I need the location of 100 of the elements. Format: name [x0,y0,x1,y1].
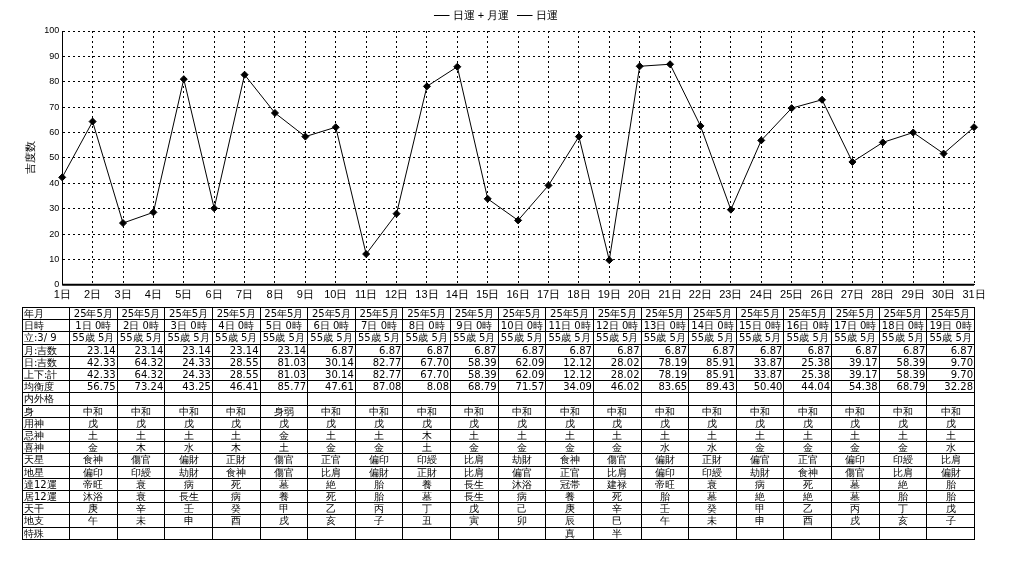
text: 乙 [326,503,337,515]
y-tick-label: 70 [49,101,60,112]
text: 比肩 [892,466,913,478]
text: 81.03 [277,369,307,381]
point [58,173,67,182]
text: 71.57 [515,381,545,393]
point [574,132,583,141]
text: 6.87 [426,344,449,356]
text: 土 [374,430,385,442]
text: 丙 [850,503,861,515]
text: 土 [659,430,670,442]
text: 土 [612,430,623,442]
x-tick-label: 29日 [901,288,925,301]
category-label: 年月 [24,308,44,319]
text: 81.03 [277,356,307,368]
text: 偏財 [369,466,390,478]
point [970,123,978,132]
text: 24.33 [182,369,211,381]
point [453,62,462,71]
text: 55歳 5月 [500,332,544,344]
x-tick-label: 27日 [840,288,865,301]
text: 正財 [226,454,247,466]
text: 申 [755,515,766,527]
point [544,181,553,190]
point [392,209,401,218]
text: 壬 [183,503,194,515]
text: 庚 [564,503,575,515]
text: 土 [755,430,766,442]
x-tick-label: 20日 [628,288,652,301]
category-label: 用神 [24,417,44,429]
x-tick-label: 15日 [476,288,500,301]
text: 正官 [321,454,342,466]
category-label: 天星 [24,454,44,466]
text: 25.38 [801,369,830,381]
text: 30.14 [325,356,354,368]
text: 43.25 [182,381,211,393]
text: 25年5月 [216,308,256,319]
text: 89.43 [706,381,735,393]
text: 55歳 5月 [929,332,972,344]
text: 木 [135,442,146,454]
category-label: 喜神 [24,442,44,454]
text: 酉 [231,515,242,527]
text: 6.87 [950,344,973,356]
text: 乙 [802,503,813,515]
text: 25年5月 [169,308,209,319]
text: 傷官 [607,454,628,466]
text: 55歳 5月 [738,332,782,344]
text: 23.14 [86,344,116,356]
text: 62.09 [515,356,545,368]
text: 偏財 [940,466,961,478]
point [635,62,644,71]
text: 55歳 5月 [167,332,210,344]
y-tick-label: 100 [44,25,60,36]
text: 戊 [612,417,623,429]
text: 78.19 [658,356,688,368]
text: 6.87 [617,344,640,356]
text: 10日 0時 [500,320,544,332]
point [848,157,857,166]
text: 42.33 [86,356,116,368]
text: 24.33 [182,356,211,368]
text: 胎 [374,478,385,490]
text: 傷官 [130,454,151,466]
text: 未 [135,515,146,527]
text: 55歳 5月 [834,332,877,344]
text: 胎 [945,478,956,490]
text: 中和 [750,405,771,417]
text: 25年5月 [121,308,161,319]
text: 金 [612,442,623,454]
x-tick-label: 18日 [567,288,591,301]
text: 25年5月 [740,308,780,319]
text: 32.28 [944,381,973,393]
text: 55歳 5月 [215,332,258,344]
text: 4日 0時 [218,320,255,332]
x-tick-label: 7日 [236,288,254,301]
text: 中和 [178,405,199,417]
text: 死 [802,478,813,490]
y-tick-label: 80 [49,76,60,87]
text: 戊 [945,417,956,429]
category-label: 日:吉数 [24,356,58,368]
text: 1日 0時 [75,320,112,332]
point [331,123,340,132]
point [514,216,523,225]
text: 15日 0時 [738,320,782,332]
category-label: 天干 [24,503,44,515]
text: 戊 [755,417,766,429]
point [270,108,279,117]
text: 78.19 [658,369,688,381]
text: 食神 [797,466,818,478]
text: 2日 0時 [122,320,159,332]
text: 絶 [326,478,337,490]
text: 6日 0時 [313,320,350,332]
text: 中和 [940,405,961,417]
text: 9.70 [950,369,973,381]
text: 亥 [326,515,337,527]
text: 6.87 [807,344,830,356]
text: 金 [374,442,385,454]
category-label: 達12運 [24,478,57,490]
x-tick-label: 16日 [506,288,530,301]
text: 28.55 [229,369,259,381]
point [362,250,371,259]
